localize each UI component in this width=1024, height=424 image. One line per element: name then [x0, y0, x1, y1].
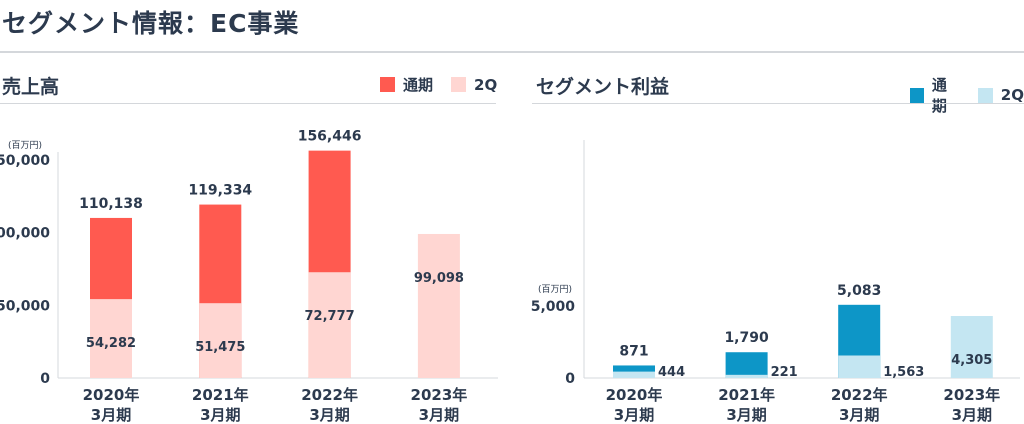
data-label-full-year: 5,083: [837, 283, 881, 299]
legend-swatch-2q: [451, 77, 467, 92]
data-label-2q: 54,282: [86, 336, 136, 351]
y-axis-unit-label: (百万円): [8, 140, 42, 151]
data-label-2q: 4,305: [951, 353, 992, 368]
x-tick-label-period: 3月期: [91, 406, 131, 424]
bar-2q: [90, 299, 132, 378]
x-tick-label-period: 3月期: [200, 406, 240, 424]
x-tick-label-period: 3月期: [309, 406, 349, 424]
y-tick-label: 5,000: [531, 299, 576, 315]
x-tick-label-year: 2023年: [943, 386, 1000, 404]
y-tick-label: 100,000: [0, 226, 50, 242]
data-label-2q: 99,098: [414, 271, 464, 286]
legend-item-full-year: 通期: [910, 74, 960, 116]
data-label-2q: 72,777: [305, 309, 355, 324]
bar-2q: [417, 233, 460, 378]
profit-section-divider: [532, 103, 1024, 104]
x-tick-label-year: 2023年: [411, 386, 468, 404]
y-tick-label: 50,000: [0, 298, 50, 314]
x-tick-label-period: 3月期: [839, 406, 879, 424]
y-tick-label: 0: [40, 371, 50, 387]
data-label-2q: 51,475: [195, 340, 245, 355]
data-label-full-year: 1,790: [724, 330, 769, 346]
x-tick-label-year: 2021年: [718, 386, 775, 404]
data-label-full-year: 119,334: [188, 183, 252, 199]
legend-label-full-year: 通期: [403, 76, 434, 94]
legend-swatch-2q: [977, 87, 993, 103]
legend-label-full-year: 通期: [931, 76, 947, 115]
sales-section-title: 売上高: [2, 76, 60, 98]
data-label-full-year: 156,446: [298, 129, 362, 145]
data-label-full-year: 110,138: [79, 196, 143, 212]
data-label-2q: 1,563: [883, 365, 924, 380]
profit-section-title: セグメント利益: [536, 76, 670, 98]
sales-legend: 通期 2Q: [380, 74, 497, 95]
page-title: セグメント情報：EC事業: [2, 9, 300, 38]
bar-2q: [199, 303, 242, 378]
data-label-2q: 221: [771, 365, 798, 380]
x-tick-label-period: 3月期: [952, 406, 992, 424]
data-label-full-year: 871: [619, 343, 648, 359]
bar-2q: [725, 374, 768, 378]
title-divider: [0, 51, 1024, 53]
y-tick-label: 150,000: [0, 153, 50, 169]
sales-bar-chart: (百万円) 0 50,000 100,000 150,000 110,138 54,282 2…: [0, 129, 498, 424]
legend-item-2q: 2Q: [451, 76, 497, 94]
bar-2q: [838, 355, 881, 378]
y-tick-label: 0: [565, 371, 575, 387]
x-tick-label-period: 3月期: [726, 406, 766, 424]
x-tick-label-year: 2020年: [83, 386, 140, 404]
bar-2q: [950, 316, 993, 378]
data-label-2q: 444: [658, 365, 685, 380]
legend-swatch-full-year: [380, 77, 395, 92]
profit-legend: 通期 2Q: [910, 74, 1024, 116]
x-tick-label-year: 2021年: [192, 386, 249, 404]
x-tick-label-year: 2022年: [831, 386, 888, 404]
x-tick-label-period: 3月期: [419, 406, 459, 424]
legend-label-2q: 2Q: [1000, 86, 1024, 104]
legend-label-2q: 2Q: [474, 75, 498, 94]
x-tick-label-period: 3月期: [614, 406, 654, 424]
bar-2q: [613, 371, 655, 378]
bar-2q: [308, 272, 351, 378]
x-tick-label-year: 2022年: [301, 386, 358, 404]
bar-full-year: [725, 352, 768, 378]
x-tick-label-year: 2020年: [606, 386, 663, 404]
sales-section-divider: [0, 103, 496, 104]
legend-swatch-full-year: [910, 87, 924, 103]
legend-item-2q: 2Q: [977, 86, 1024, 104]
legend-item-full-year: 通期: [380, 74, 433, 95]
y-axis-unit-label: (百万円): [538, 284, 572, 295]
